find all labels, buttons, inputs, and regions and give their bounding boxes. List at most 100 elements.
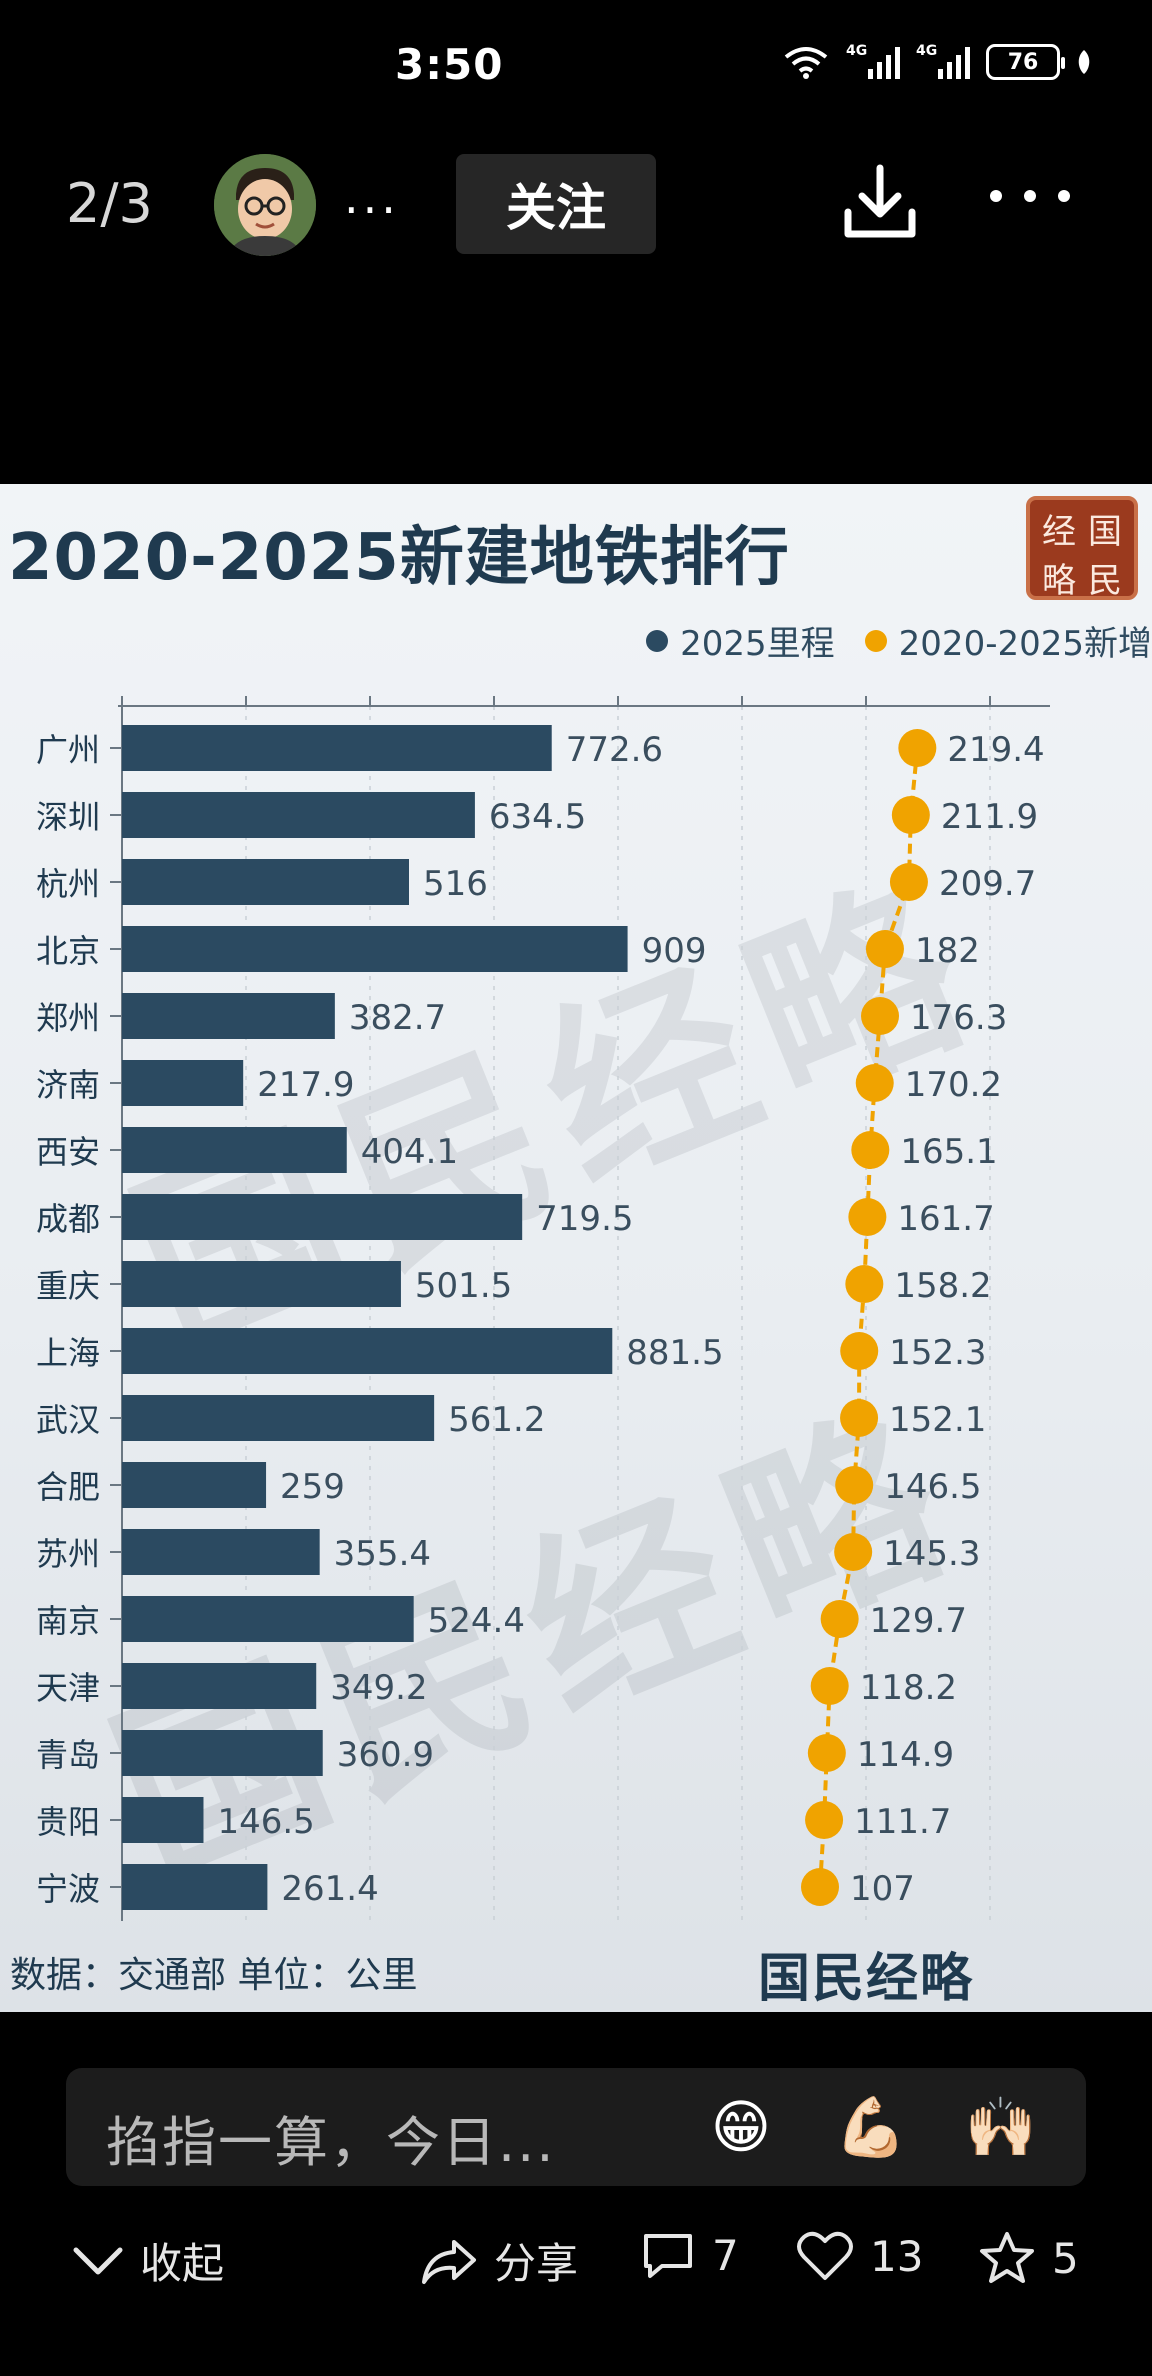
legend-label: 2025里程 (680, 624, 835, 664)
mileage-value-label: 881.5 (626, 1333, 723, 1373)
mileage-value-label: 516 (423, 864, 488, 904)
post-image[interactable]: 国民经略 国民经略 2020-2025新建地铁排行 经 国 略 民 2025里程… (0, 484, 1152, 2012)
mileage-bar (122, 725, 552, 771)
mileage-bar (122, 1328, 613, 1374)
cellular-signal-1: 4G (846, 43, 900, 79)
share-icon (422, 2239, 476, 2284)
comment-input[interactable]: 掐指一算，今日... (106, 2111, 556, 2174)
like-button[interactable]: 13 (796, 2230, 923, 2282)
mileage-value-label: 360.9 (337, 1735, 434, 1775)
added-value-label: 152.3 (889, 1333, 986, 1373)
top-bar: 2/3 ... 关注 (0, 150, 1152, 260)
mileage-bar (122, 993, 335, 1039)
mileage-value-label: 524.4 (428, 1601, 525, 1641)
flexed-biceps-emoji[interactable]: 💪🏻 (834, 2092, 908, 2161)
mileage-value-label: 259 (280, 1467, 345, 1507)
mileage-value-label: 382.7 (349, 998, 446, 1038)
collapse-button[interactable]: 收起 (72, 2230, 224, 2291)
seal-char: 民 (1088, 561, 1122, 601)
mileage-bar (122, 1730, 323, 1776)
page-indicator: 2/3 (66, 172, 153, 235)
collapse-label: 收起 (140, 2239, 225, 2288)
mileage-value-label: 561.2 (448, 1400, 545, 1440)
added-dot (807, 1734, 846, 1772)
follow-button[interactable]: 关注 (456, 154, 656, 254)
network-type-label: 4G (846, 43, 868, 59)
avatar-icon[interactable] (214, 154, 316, 256)
legend-item: 2020-2025新增 (864, 616, 1152, 665)
cellular-signal-2: 4G (916, 43, 970, 79)
mileage-value-label: 404.1 (361, 1132, 458, 1172)
added-value-label: 111.7 (854, 1802, 951, 1842)
added-value-label: 219.4 (947, 730, 1044, 770)
comment-icon (644, 2234, 692, 2278)
chart-title: 2020-2025新建地铁排行 (8, 521, 790, 595)
mileage-bar (122, 1797, 204, 1843)
added-value-label: 118.2 (860, 1668, 957, 1708)
mileage-value-label: 772.6 (566, 730, 663, 770)
mileage-bar (122, 792, 475, 838)
added-dot (810, 1667, 849, 1705)
mileage-value-label: 261.4 (281, 1869, 378, 1909)
added-trend-line (818, 747, 920, 1888)
brand-seal: 经 国 略 民 (1026, 496, 1138, 601)
more-icon[interactable] (990, 190, 1070, 202)
share-label: 分享 (494, 2239, 579, 2288)
grinning-emoji[interactable]: 😁 (710, 2093, 772, 2161)
category-label: 武汉 (36, 1401, 100, 1439)
mileage-value-label: 634.5 (489, 797, 586, 837)
category-label: 济南 (36, 1066, 100, 1104)
favorite-button[interactable]: 5 (978, 2230, 1079, 2286)
mileage-value-label: 217.9 (257, 1065, 354, 1105)
mileage-bar (122, 1127, 347, 1173)
mileage-value-label: 146.5 (217, 1802, 314, 1842)
category-label: 宁波 (36, 1870, 100, 1908)
category-label: 重庆 (36, 1267, 100, 1305)
download-icon[interactable] (838, 160, 922, 244)
category-label: 贵阳 (36, 1803, 100, 1841)
network-type-label: 4G (916, 43, 938, 59)
category-label: 合肥 (36, 1468, 100, 1506)
mileage-bar (122, 1864, 268, 1910)
mileage-bar (122, 859, 409, 905)
favorite-count: 5 (1052, 2233, 1079, 2283)
share-button[interactable]: 分享 (420, 2230, 578, 2291)
category-label: 西安 (36, 1133, 100, 1171)
status-time: 3:50 (395, 40, 504, 89)
added-dot (805, 1801, 844, 1839)
wifi-6-icon (784, 47, 828, 79)
battery-icon: 76 (986, 44, 1065, 80)
legend-item: 2025里程 (646, 616, 835, 665)
added-value-label: 211.9 (941, 797, 1038, 837)
added-dot (861, 997, 900, 1035)
category-label: 郑州 (36, 999, 100, 1037)
comment-button[interactable]: 7 (640, 2230, 739, 2280)
chart-plot: 广州 772.6 219.4 深圳 634.5 211.9 杭州 516 209.7 北京 909 1… (36, 696, 1050, 1921)
category-label: 深圳 (36, 798, 100, 836)
added-value-label: 107 (850, 1869, 915, 1909)
status-icons: 4G 4G 76 (782, 43, 1092, 80)
mileage-bar (122, 1596, 414, 1642)
author-name[interactable]: ... (344, 170, 400, 224)
mileage-value-label: 355.4 (334, 1534, 431, 1574)
mileage-bar (122, 1663, 317, 1709)
chevron-down-icon (73, 2247, 123, 2274)
chart-legend: 2025里程 2020-2025新增 (646, 616, 1152, 665)
added-dot (840, 1399, 879, 1437)
added-value-label: 165.1 (900, 1132, 997, 1172)
added-value-label: 114.9 (857, 1735, 954, 1775)
category-label: 杭州 (36, 865, 100, 903)
added-dot (820, 1600, 859, 1638)
comment-bar[interactable]: 掐指一算，今日... 😁 💪🏻 🙌🏻 (66, 2068, 1086, 2186)
category-label: 苏州 (36, 1535, 100, 1573)
raising-hands-emoji[interactable]: 🙌🏻 (964, 2092, 1038, 2161)
added-dot (840, 1332, 879, 1370)
leaf-icon (1078, 50, 1090, 74)
added-value-label: 209.7 (939, 864, 1036, 904)
mileage-bar (122, 1395, 435, 1441)
mileage-bar (122, 1261, 401, 1307)
added-value-label: 152.1 (889, 1400, 986, 1440)
mileage-value-label: 719.5 (536, 1199, 633, 1239)
added-dot (855, 1064, 894, 1102)
mileage-value-label: 349.2 (330, 1668, 427, 1708)
